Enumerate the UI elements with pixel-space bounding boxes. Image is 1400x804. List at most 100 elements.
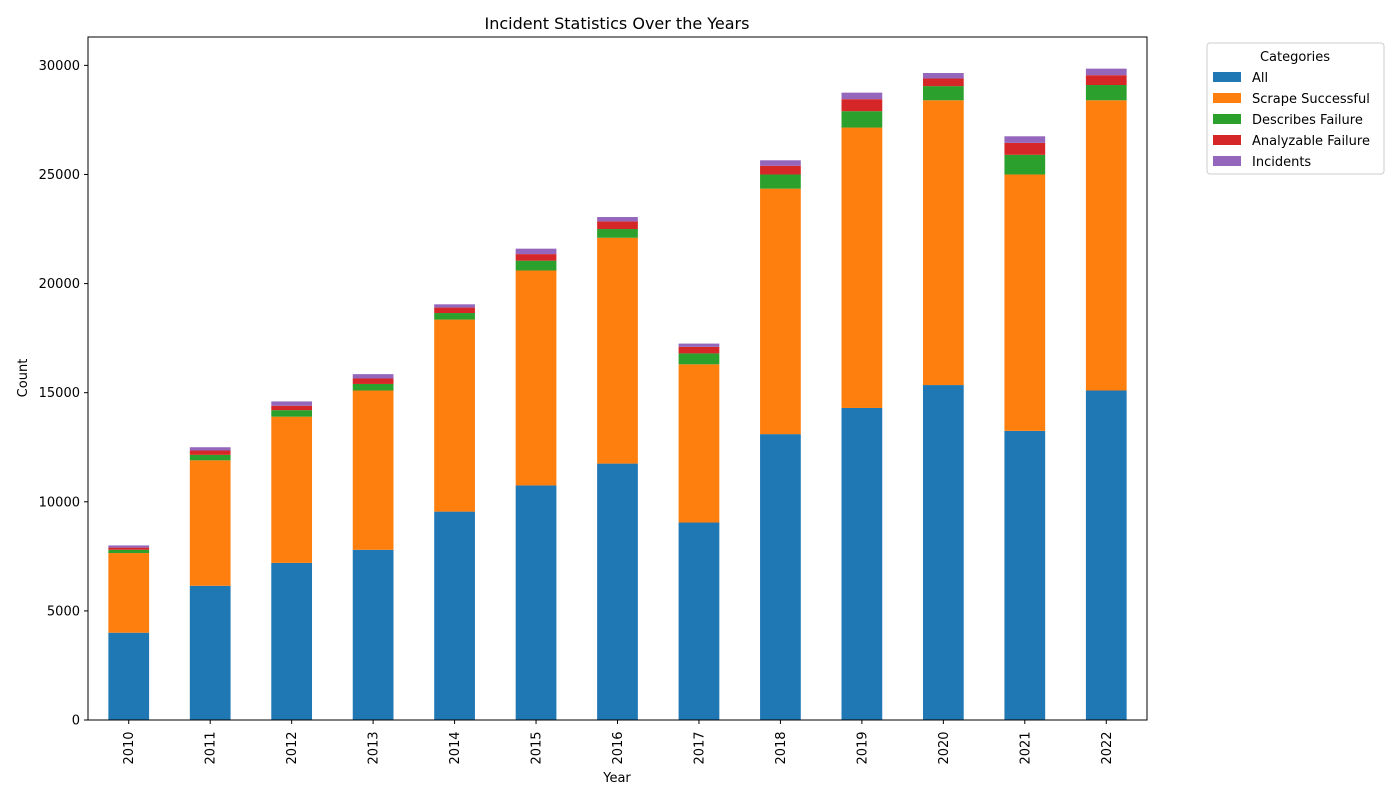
bar-segment-2016-all	[597, 463, 638, 720]
x-tick-label: 2018	[774, 731, 789, 764]
x-tick-label: 2015	[530, 731, 545, 764]
bar-segment-2020-all	[922, 385, 964, 720]
bar-segment-2019-scrape-successful	[841, 127, 883, 408]
y-tick-label: 20000	[39, 277, 80, 292]
x-tick-label: 2016	[611, 731, 626, 764]
y-tick-label: 10000	[39, 495, 80, 510]
legend-swatch-scrape-successful	[1213, 93, 1241, 103]
bar-segment-2015-all	[515, 485, 557, 720]
bar-segment-2021-all	[1004, 430, 1046, 720]
bar-segment-2010-all	[108, 632, 150, 720]
bar-segment-2016-analyzable-failure	[597, 221, 638, 230]
bar-segment-2011-all	[189, 585, 231, 720]
legend-title: Categories	[1260, 50, 1330, 65]
bar-segment-2014-incidents	[434, 304, 475, 308]
legend-swatch-analyzable-failure	[1213, 135, 1241, 145]
bar-segment-2012-analyzable-failure	[271, 405, 313, 411]
bar-segment-2010-scrape-successful	[108, 553, 150, 633]
bar-segment-2017-analyzable-failure	[678, 346, 720, 354]
bar-segment-2022-all	[1085, 390, 1127, 720]
x-tick-label: 2014	[448, 731, 463, 764]
legend: Categories All Scrape Successful Describes…	[1206, 42, 1385, 175]
bar-segment-2022-scrape-successful	[1085, 100, 1127, 391]
legend-swatch-all	[1213, 72, 1241, 82]
bar-segment-2014-analyzable-failure	[434, 307, 475, 314]
bar-segment-2012-incidents	[271, 401, 313, 406]
x-axis: 2010 2011 2012 2013 2014 2015 2016 2017 2018 2019…	[122, 720, 1115, 765]
y-tick-label: 15000	[39, 386, 80, 401]
bar-segment-2018-describes-failure	[760, 174, 801, 189]
bar-segment-2010-describes-failure	[108, 549, 150, 554]
bar-segment-2013-all	[352, 549, 394, 720]
bars-group	[108, 68, 1127, 720]
bar-segment-2011-describes-failure	[189, 454, 231, 461]
x-tick-label: 2021	[1018, 731, 1033, 764]
bar-segment-2019-incidents	[841, 92, 883, 100]
bar-segment-2022-describes-failure	[1085, 85, 1127, 101]
bar-segment-2021-incidents	[1004, 136, 1046, 143]
bar-segment-2011-scrape-successful	[189, 460, 231, 586]
legend-swatch-describes-failure	[1213, 114, 1241, 124]
bar-segment-2020-describes-failure	[922, 86, 964, 101]
legend-label: Describes Failure	[1252, 113, 1363, 128]
bar-segment-2017-scrape-successful	[678, 364, 720, 523]
bar-segment-2013-describes-failure	[352, 383, 394, 391]
bar-segment-2022-analyzable-failure	[1085, 75, 1127, 86]
bar-segment-2013-scrape-successful	[352, 390, 394, 550]
bar-segment-2015-scrape-successful	[515, 270, 557, 486]
bar-segment-2018-scrape-successful	[760, 188, 801, 435]
x-tick-label: 2017	[692, 731, 707, 764]
chart-title: Incident Statistics Over the Years	[485, 14, 750, 33]
bar-segment-2012-all	[271, 562, 313, 720]
bar-segment-2010-incidents	[108, 545, 150, 548]
y-axis: 0 5000 10000 15000 20000 25000 30000	[39, 59, 88, 729]
x-tick-label: 2010	[122, 731, 137, 764]
bar-segment-2022-incidents	[1085, 68, 1127, 76]
bar-segment-2021-scrape-successful	[1004, 174, 1046, 431]
legend-box	[1206, 42, 1385, 175]
x-tick-label: 2022	[1100, 731, 1115, 764]
bar-segment-2020-incidents	[922, 73, 964, 79]
bar-segment-2013-analyzable-failure	[352, 378, 394, 384]
legend-swatch-incidents	[1213, 156, 1241, 166]
bar-segment-2012-scrape-successful	[271, 416, 313, 563]
bar-segment-2010-analyzable-failure	[108, 547, 150, 550]
bar-segment-2015-incidents	[515, 248, 557, 255]
bar-segment-2014-scrape-successful	[434, 319, 475, 512]
x-tick-label: 2011	[204, 731, 219, 764]
bar-segment-2012-describes-failure	[271, 410, 313, 417]
bar-segment-2011-incidents	[189, 447, 231, 451]
bar-segment-2017-all	[678, 522, 720, 720]
bar-segment-2016-describes-failure	[597, 229, 638, 238]
bar-segment-2011-analyzable-failure	[189, 450, 231, 455]
bar-segment-2013-incidents	[352, 374, 394, 379]
bar-segment-2019-all	[841, 407, 883, 720]
bar-segment-2018-analyzable-failure	[760, 165, 801, 175]
bar-segment-2017-incidents	[678, 343, 720, 347]
bar-segment-2018-all	[760, 434, 801, 720]
bar-segment-2014-describes-failure	[434, 313, 475, 320]
bar-segment-2015-describes-failure	[515, 260, 557, 271]
bar-segment-2016-incidents	[597, 217, 638, 222]
y-tick-label: 0	[72, 714, 80, 729]
y-tick-label: 25000	[39, 168, 80, 183]
legend-items: All Scrape Successful Describes Failure Ana…	[1213, 71, 1370, 170]
bar-segment-2020-analyzable-failure	[922, 78, 964, 87]
x-tick-label: 2013	[367, 731, 382, 764]
x-tick-label: 2012	[285, 731, 300, 764]
y-axis-label: Count	[16, 359, 31, 398]
x-axis-label: Year	[602, 771, 631, 786]
bar-segment-2017-describes-failure	[678, 353, 720, 365]
legend-label: Scrape Successful	[1252, 92, 1370, 107]
legend-label: All	[1252, 71, 1268, 86]
bar-segment-2014-all	[434, 511, 475, 720]
x-tick-label: 2020	[937, 731, 952, 764]
bar-segment-2015-analyzable-failure	[515, 254, 557, 261]
legend-label: Analyzable Failure	[1252, 134, 1370, 149]
bar-segment-2018-incidents	[760, 160, 801, 166]
y-tick-label: 5000	[47, 604, 80, 619]
bar-segment-2019-analyzable-failure	[841, 99, 883, 112]
bar-segment-2021-describes-failure	[1004, 154, 1046, 175]
